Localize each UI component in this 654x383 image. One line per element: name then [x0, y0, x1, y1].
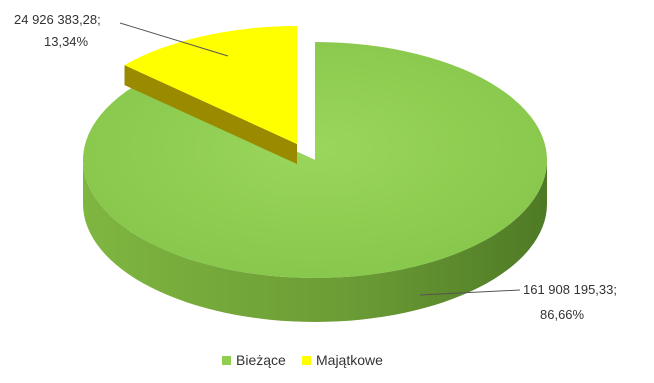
slice-biezace [82, 42, 548, 278]
legend-label-majatkowe: Majątkowe [316, 352, 383, 368]
slice-biezace-side [83, 160, 547, 322]
data-label-biezace-value: 161 908 195,33; [523, 282, 617, 297]
leader-line-biezace [419, 289, 521, 296]
legend-swatch-majatkowe [302, 356, 311, 365]
legend-swatch-biezace [222, 356, 231, 365]
data-label-biezace-percent: 86,66% [540, 307, 585, 322]
leader-line-majatkowe [119, 22, 229, 57]
legend-label-biezace: Bieżące [236, 352, 286, 368]
slice-majatkowe-side [124, 65, 297, 164]
slice-majatkowe [124, 26, 297, 144]
data-label-majatkowe-percent: 13,34% [44, 34, 89, 49]
data-label-majatkowe-value: 24 926 383,28; [14, 12, 101, 27]
legend: Bieżące Majątkowe [222, 352, 383, 368]
